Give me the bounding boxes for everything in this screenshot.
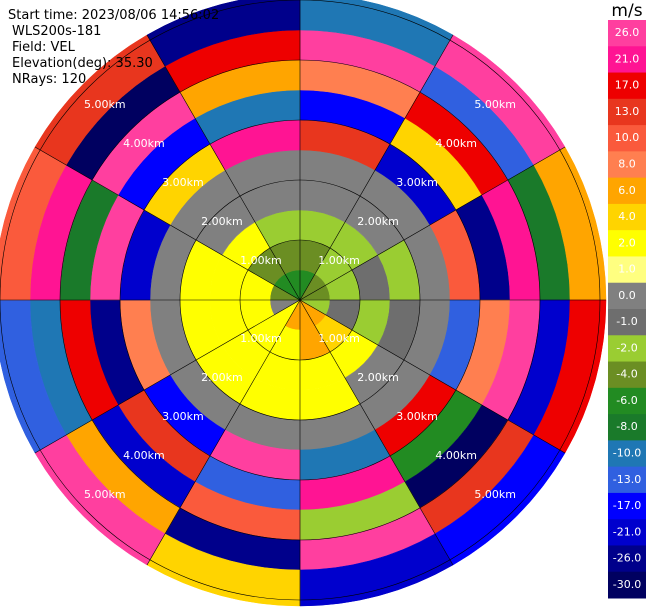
colorbar-label: -8.0 bbox=[616, 420, 637, 433]
info-text: Elevation(deg): 35.30 bbox=[12, 56, 153, 71]
radial-line bbox=[146, 34, 301, 301]
colorbar-title: m/s bbox=[611, 1, 642, 21]
colorbar-label: 13.0 bbox=[615, 105, 640, 118]
colorbar-band bbox=[608, 466, 646, 494]
range-ring bbox=[119, 119, 481, 481]
range-label: 4.00km bbox=[435, 449, 477, 462]
colorbar-band bbox=[608, 125, 646, 152]
colorbar-label: 0.0 bbox=[618, 289, 636, 302]
colorbar-label: 21.0 bbox=[615, 52, 640, 65]
radial-line bbox=[299, 299, 454, 566]
radial-line bbox=[146, 299, 301, 566]
colorbar-band bbox=[608, 230, 646, 257]
colorbar-band bbox=[608, 414, 646, 441]
colorbar-band bbox=[608, 203, 646, 231]
range-label: 1.00km bbox=[318, 332, 360, 345]
colorbar-band bbox=[608, 440, 646, 468]
range-label: 2.00km bbox=[201, 371, 243, 384]
range-label: 5.00km bbox=[84, 98, 126, 111]
colorbar-label: 10.0 bbox=[615, 131, 640, 144]
colorbar-label: -21.0 bbox=[613, 525, 641, 538]
range-label: 1.00km bbox=[240, 332, 282, 345]
colorbar-label: 2.0 bbox=[618, 236, 636, 249]
colorbar-label: 4.0 bbox=[618, 210, 636, 223]
colorbar-label: -30.0 bbox=[613, 578, 641, 591]
colorbar-label: -13.0 bbox=[613, 473, 641, 486]
range-ring bbox=[0, 0, 601, 601]
colorbar-label: -10.0 bbox=[613, 447, 641, 460]
radial-line bbox=[34, 299, 301, 454]
radar-cell bbox=[0, 299, 67, 454]
colorbar-band bbox=[608, 72, 646, 100]
radial-line bbox=[299, 299, 566, 454]
colorbar-label: 1.0 bbox=[618, 263, 636, 276]
colorbar-band bbox=[608, 492, 646, 520]
range-label: 1.00km bbox=[318, 254, 360, 267]
range-label: 4.00km bbox=[123, 449, 165, 462]
range-label: 3.00km bbox=[162, 176, 204, 189]
range-ring bbox=[239, 239, 361, 361]
colorbar-band bbox=[608, 335, 646, 363]
colorbar-label: 26.0 bbox=[615, 26, 640, 39]
range-label: 1.00km bbox=[240, 254, 282, 267]
range-label: 3.00km bbox=[396, 410, 438, 423]
radial-line bbox=[299, 146, 566, 301]
colorbar-band bbox=[608, 361, 646, 389]
colorbar-band bbox=[608, 46, 646, 74]
colorbar-band bbox=[608, 256, 646, 284]
range-label: 4.00km bbox=[435, 137, 477, 150]
colorbar-label: -1.0 bbox=[616, 315, 637, 328]
colorbar-label: 17.0 bbox=[615, 79, 640, 92]
colorbar-band bbox=[608, 20, 646, 47]
range-label: 5.00km bbox=[474, 488, 516, 501]
colorbar-band bbox=[608, 387, 646, 415]
range-label: 5.00km bbox=[84, 488, 126, 501]
colorbar-band bbox=[608, 282, 646, 310]
colorbar-label: -4.0 bbox=[616, 368, 637, 381]
range-label: 3.00km bbox=[396, 176, 438, 189]
colorbar-band bbox=[608, 519, 646, 546]
range-label: 5.00km bbox=[474, 98, 516, 111]
colorbar-band bbox=[608, 151, 646, 179]
range-label: 2.00km bbox=[201, 215, 243, 228]
colorbar-label: -26.0 bbox=[613, 552, 641, 565]
range-label: 2.00km bbox=[357, 371, 399, 384]
colorbar-label: -6.0 bbox=[616, 394, 637, 407]
radial-line bbox=[299, 34, 454, 301]
colorbar-band bbox=[608, 177, 646, 205]
range-ring bbox=[59, 59, 541, 541]
colorbar-band bbox=[608, 571, 646, 599]
info-text: Field: VEL bbox=[12, 40, 76, 55]
colorbar-label: -17.0 bbox=[613, 499, 641, 512]
info-text: NRays: 120 bbox=[12, 72, 86, 87]
range-label: 4.00km bbox=[123, 137, 165, 150]
range-label: 2.00km bbox=[357, 215, 399, 228]
radial-line bbox=[34, 146, 301, 301]
colorbar-band bbox=[608, 309, 646, 336]
colorbar-label: -2.0 bbox=[616, 341, 637, 354]
info-text: Start time: 2023/08/06 14:56:02 bbox=[8, 8, 219, 23]
range-label: 3.00km bbox=[162, 410, 204, 423]
range-ring bbox=[179, 179, 421, 421]
radar-cell bbox=[146, 0, 301, 67]
colorbar-label: 6.0 bbox=[618, 184, 636, 197]
colorbar-band bbox=[608, 98, 646, 126]
info-text: WLS200s-181 bbox=[12, 24, 101, 39]
colorbar-label: 8.0 bbox=[618, 158, 636, 171]
colorbar-band bbox=[608, 545, 646, 573]
